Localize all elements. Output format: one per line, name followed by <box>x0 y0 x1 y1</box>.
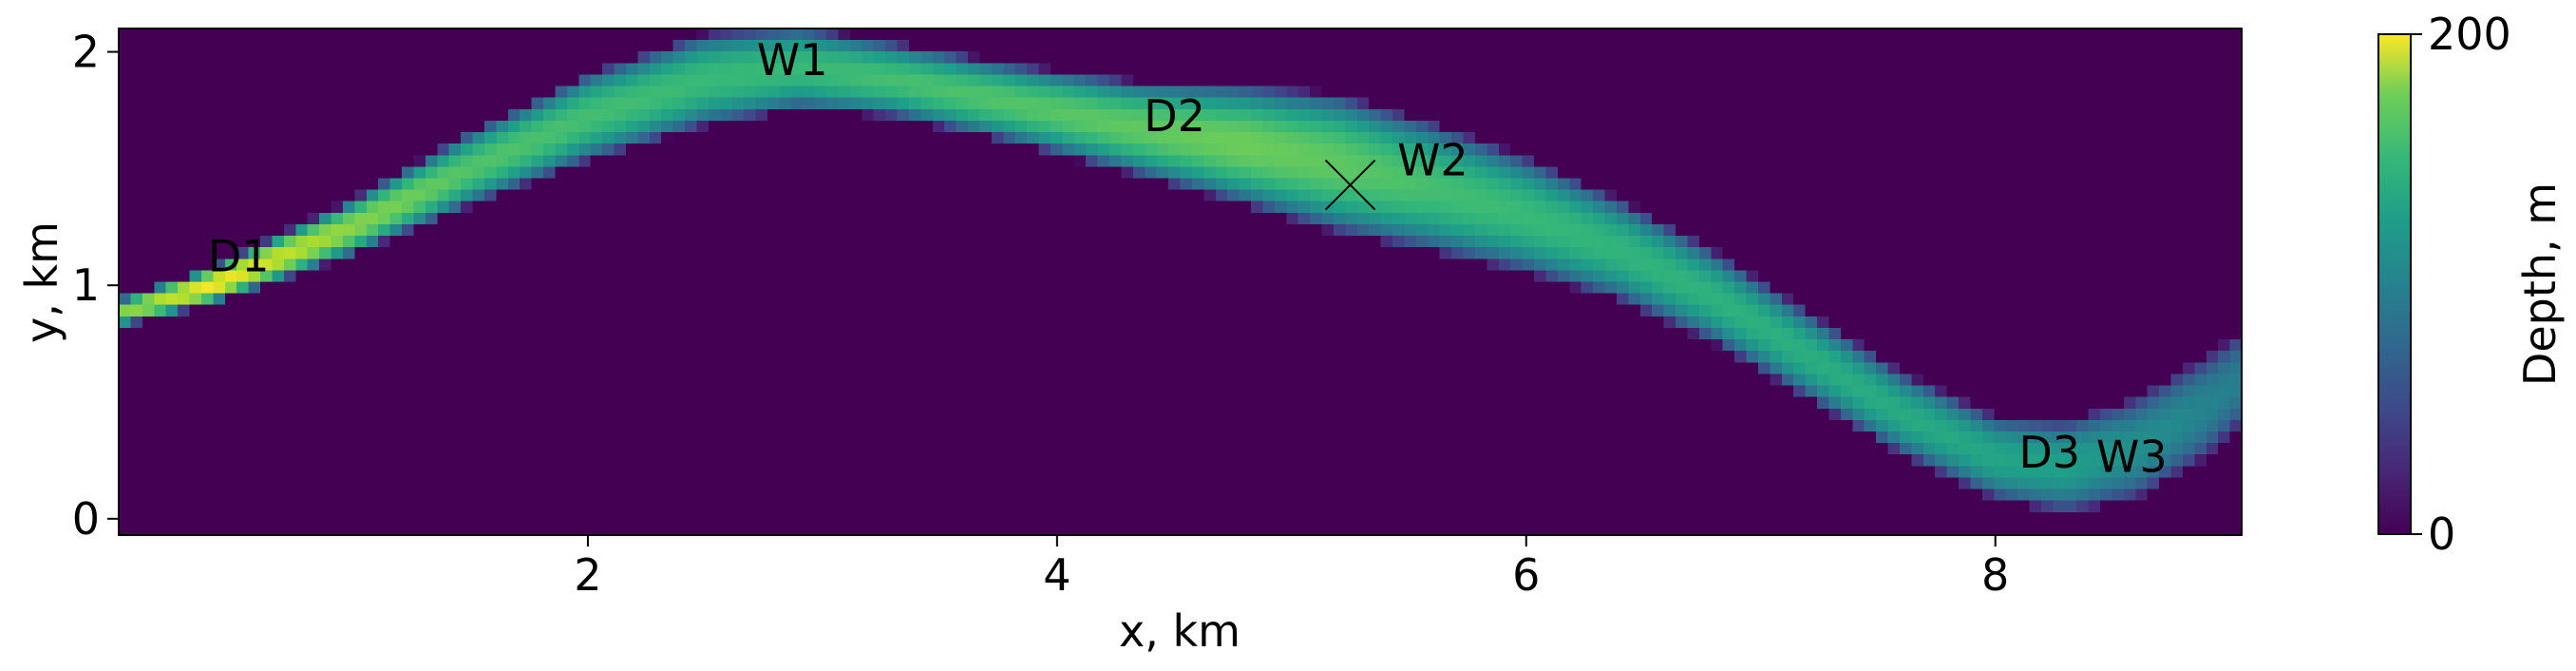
y-tick-label: 1 <box>72 259 100 311</box>
depth-heatmap <box>119 29 2242 535</box>
colorbar-label: Depth, m <box>2514 182 2566 386</box>
plot-frame <box>118 28 2243 536</box>
y-axis: 0 1 2 <box>72 27 119 545</box>
x-tick-label: 2 <box>574 549 601 601</box>
annotation-layer: D1 W1 D2 W2 D3 W3 <box>208 34 2168 483</box>
colorbar: 0 200 Depth, m <box>2377 9 2566 560</box>
x-axis: 2 4 6 8 <box>574 535 2009 601</box>
colorbar-tick-label: 200 <box>2428 9 2511 60</box>
annotation-label: W1 <box>757 34 828 86</box>
colorbar-ticks: 0 200 <box>2411 9 2511 560</box>
x-tick-label: 6 <box>1512 549 1540 601</box>
x-tick-label: 8 <box>1981 549 2009 601</box>
colorbar-tick-label: 0 <box>2428 508 2455 560</box>
y-axis-label: y, km <box>16 221 67 343</box>
annotation-label: D1 <box>208 230 270 281</box>
x-tick-label: 4 <box>1043 549 1070 601</box>
y-tick-label: 0 <box>72 493 100 545</box>
plot-area: D1 W1 D2 W2 D3 W3 <box>118 28 2243 536</box>
annotation-label: W3 <box>2096 431 2168 483</box>
x-marker <box>1324 159 1376 211</box>
y-tick-label: 2 <box>72 27 100 78</box>
annotation-label: D2 <box>1144 90 1205 142</box>
colorbar-gradient <box>2377 33 2412 535</box>
annotation-label: W2 <box>1397 135 1468 186</box>
annotation-label: D3 <box>2018 427 2080 478</box>
x-axis-label: x, km <box>1119 605 1241 657</box>
